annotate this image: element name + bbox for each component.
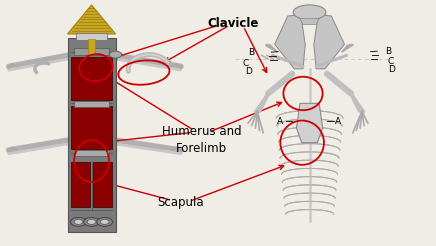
Bar — [88, 39, 95, 54]
Circle shape — [84, 217, 99, 226]
Bar — [71, 57, 112, 100]
Circle shape — [87, 219, 96, 224]
Circle shape — [97, 217, 112, 226]
Text: Forelimb: Forelimb — [176, 142, 228, 155]
Text: B: B — [385, 47, 391, 56]
Text: C: C — [242, 60, 249, 68]
Circle shape — [71, 217, 86, 226]
Bar — [71, 106, 112, 149]
Polygon shape — [314, 15, 344, 69]
Polygon shape — [300, 18, 319, 25]
Bar — [71, 162, 90, 207]
Bar — [74, 48, 109, 55]
Text: A: A — [277, 117, 283, 125]
Text: A: A — [335, 117, 341, 125]
Text: Clavicle: Clavicle — [208, 17, 259, 30]
Bar — [74, 101, 109, 107]
Circle shape — [109, 51, 122, 58]
Bar — [68, 38, 116, 232]
Text: C: C — [387, 58, 393, 66]
Circle shape — [74, 219, 83, 224]
Text: B: B — [249, 48, 255, 57]
Text: Humerus and: Humerus and — [162, 125, 242, 138]
Ellipse shape — [293, 5, 326, 20]
Polygon shape — [296, 103, 323, 143]
Bar — [76, 33, 107, 40]
Bar — [93, 162, 112, 207]
Text: D: D — [245, 67, 252, 76]
Circle shape — [100, 219, 109, 224]
Polygon shape — [68, 5, 116, 34]
Polygon shape — [275, 15, 305, 69]
Text: Scapula: Scapula — [158, 197, 204, 209]
Text: D: D — [388, 65, 395, 74]
Bar — [74, 150, 109, 156]
